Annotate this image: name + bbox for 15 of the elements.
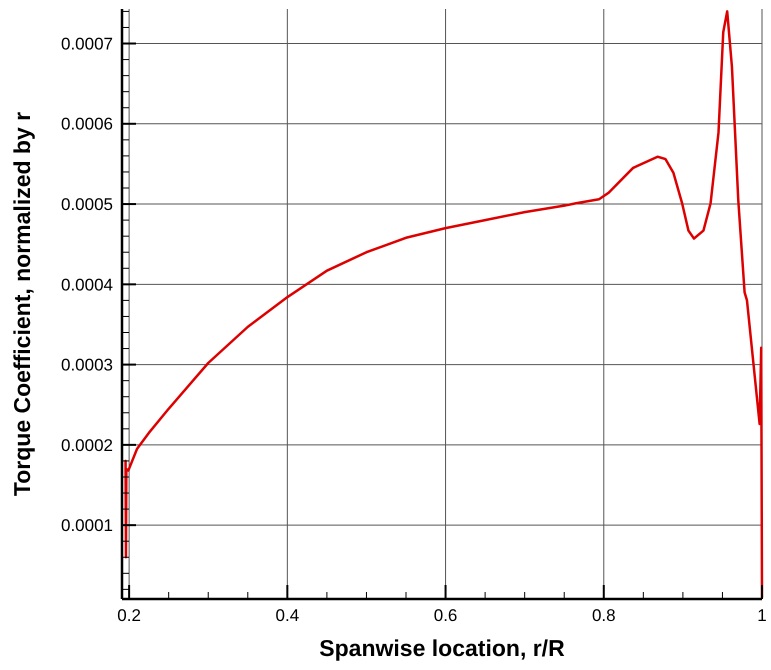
y-tick-label: 0.0004: [61, 275, 113, 294]
x-tick-label: 0.8: [592, 606, 616, 625]
x-tick-label: 1: [757, 606, 767, 625]
y-axis-title: Torque Coefficient, normalized by r: [9, 112, 35, 496]
line-series: [124, 10, 764, 599]
y-tick-label: 0.0006: [61, 114, 113, 134]
y-tick-label: 0.0003: [61, 356, 113, 375]
y-tick-label: 0.0002: [61, 436, 113, 455]
x-tick-label: 0.2: [117, 606, 141, 625]
x-tick-label: 0.6: [434, 606, 458, 625]
y-tick-label: 0.0007: [61, 34, 113, 54]
x-axis-title: Spanwise location, r/R: [319, 635, 566, 661]
x-tick-label: 0.4: [276, 606, 300, 625]
y-tick-label: 0.0005: [61, 195, 113, 214]
y-tick-label: 0.0001: [61, 516, 113, 536]
